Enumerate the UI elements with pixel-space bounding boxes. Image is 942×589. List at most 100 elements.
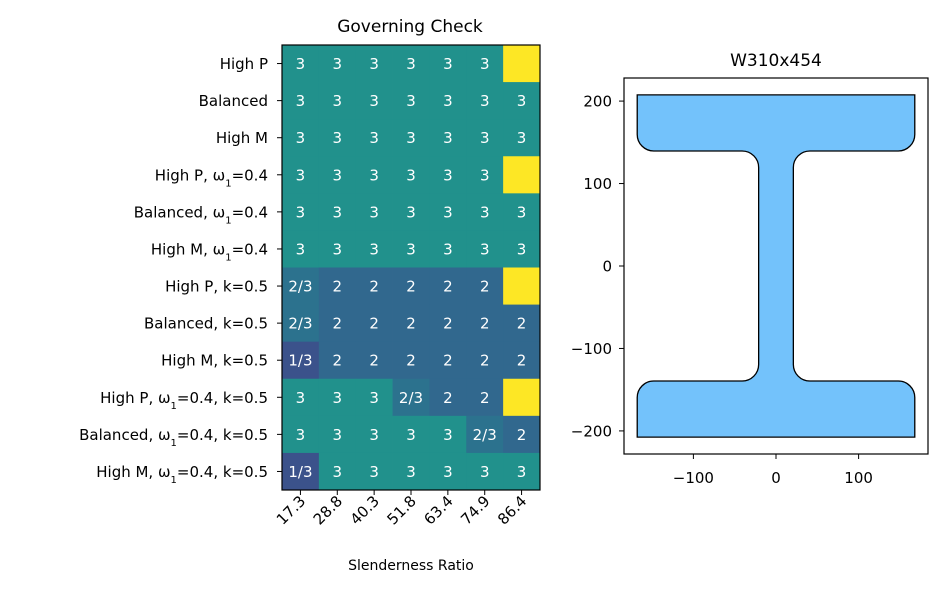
heatmap-cell-label: 3 — [296, 55, 306, 73]
heatmap-cell — [282, 156, 320, 194]
heatmap-cell-label: 3 — [333, 463, 343, 481]
heatmap-cell-label: 3 — [443, 463, 453, 481]
heatmap-cell-label: 3 — [517, 463, 527, 481]
heatmap-cell-label: 3 — [406, 166, 416, 184]
heatmap-cell — [466, 230, 504, 268]
heatmap-cell-label: 3 — [333, 240, 343, 258]
heatmap-cell-label: 2 — [406, 278, 416, 296]
y-tick-label: Balanced, ω1=0.4, k=0.5 — [79, 426, 268, 449]
heatmap-cell-label: 2 — [443, 389, 453, 407]
heatmap-cell-label: 3 — [369, 166, 379, 184]
section-y-tick-label: −200 — [571, 422, 612, 440]
heatmap-cell — [318, 415, 357, 454]
heatmap-cell-label: 3 — [333, 203, 343, 221]
heatmap-cell — [392, 82, 430, 120]
heatmap-cell-label: 3 — [517, 203, 527, 221]
heatmap-cell-label: 3 — [296, 240, 306, 258]
heatmap-cell-label: 3 — [480, 92, 490, 110]
heatmap-cell — [503, 193, 541, 231]
section-y-tick-label: 200 — [583, 93, 612, 111]
heatmap-cell — [503, 267, 541, 305]
x-tick-label: 40.3 — [347, 492, 383, 528]
heatmap-cell-label: 2 — [480, 315, 490, 333]
heatmap-cell-label: 3 — [369, 203, 379, 221]
heatmap-cell — [282, 267, 320, 305]
heatmap-cell — [392, 304, 430, 343]
heatmap-cell — [466, 156, 504, 194]
heatmap-cell-label: 3 — [517, 92, 527, 110]
heatmap-cell — [392, 156, 430, 194]
heatmap-cell — [466, 45, 504, 83]
heatmap-cell — [503, 82, 541, 120]
heatmap-cell-label: 3 — [333, 92, 343, 110]
heatmap-x-axis-label: Slenderness Ratio — [348, 558, 474, 574]
heatmap-cell-label: 3 — [369, 129, 379, 147]
heatmap-cell-label: 2 — [406, 315, 416, 333]
heatmap-cell — [355, 267, 393, 305]
y-tick-label: High M — [216, 129, 268, 147]
heatmap-cell — [503, 156, 541, 194]
heatmap-cell — [355, 45, 393, 83]
heatmap-cell — [282, 304, 320, 343]
heatmap-cell-label: 3 — [517, 129, 527, 147]
section-x-tick-label: 100 — [844, 469, 873, 487]
heatmap-cell — [503, 119, 541, 157]
heatmap-cell-label: 3 — [296, 129, 306, 147]
heatmap-cell-label: 2 — [480, 352, 490, 370]
heatmap-title: Governing Check — [337, 17, 483, 37]
heatmap-cell — [282, 415, 320, 454]
heatmap-cell-label: 2 — [333, 315, 343, 333]
heatmap-cell — [355, 378, 393, 417]
heatmap-cell-label: 3 — [480, 240, 490, 258]
y-tick-label: Balanced, ω1=0.4 — [134, 203, 268, 226]
heatmap-cell — [282, 82, 320, 120]
heatmap-cell — [392, 230, 430, 268]
heatmap-cell-label: 2 — [443, 315, 453, 333]
heatmap-cell — [392, 452, 430, 491]
heatmap-cell-label: 2 — [480, 278, 490, 296]
heatmap-cell-label: 3 — [333, 129, 343, 147]
heatmap-cell-label: 3 — [480, 129, 490, 147]
heatmap-cell — [429, 82, 467, 120]
heatmap-cell — [355, 193, 393, 231]
heatmap-cell — [282, 230, 320, 268]
heatmap-cell — [466, 119, 504, 157]
heatmap-cell-label: 3 — [480, 203, 490, 221]
heatmap-cell-label: 3 — [517, 240, 527, 258]
heatmap-cell-label: 3 — [480, 55, 490, 73]
y-tick-label: High P, k=0.5 — [165, 278, 268, 296]
heatmap-cell-label: 2 — [406, 352, 416, 370]
heatmap-cell — [503, 452, 541, 491]
y-tick-label: Balanced, k=0.5 — [144, 315, 268, 333]
heatmap-cell-label: 3 — [406, 463, 416, 481]
heatmap-cell-label: 3 — [296, 92, 306, 110]
heatmap-cell-label: 2 — [443, 352, 453, 370]
heatmap-cell-label: 3 — [443, 129, 453, 147]
heatmap-cell — [282, 452, 320, 491]
heatmap-cell — [503, 230, 541, 268]
x-tick-label: 63.4 — [420, 492, 456, 528]
heatmap-cell — [392, 119, 430, 157]
heatmap-cell — [429, 119, 467, 157]
heatmap-cell — [318, 193, 357, 231]
heatmap-cell — [355, 415, 393, 454]
heatmap-cell — [282, 119, 320, 157]
heatmap-cell-label: 2 — [517, 352, 527, 370]
heatmap-cell — [429, 415, 467, 454]
heatmap-cell — [318, 230, 357, 268]
heatmap-cell-label: 2 — [517, 426, 527, 444]
heatmap-cell — [392, 341, 430, 380]
y-tick-label: High M, k=0.5 — [161, 352, 268, 370]
heatmap-cell-label: 3 — [406, 240, 416, 258]
section-y-tick-label: −100 — [571, 340, 612, 358]
heatmap-cell — [429, 156, 467, 194]
heatmap-cell-label: 3 — [443, 55, 453, 73]
heatmap-cell-label: 3 — [443, 203, 453, 221]
heatmap-cell-label: 2/3 — [288, 315, 312, 333]
heatmap-cell-label: 3 — [406, 426, 416, 444]
heatmap-cell — [282, 45, 320, 83]
heatmap-cell-label: 3 — [333, 166, 343, 184]
section-x-tick-label: 0 — [771, 469, 781, 487]
heatmap-cell — [318, 156, 357, 194]
